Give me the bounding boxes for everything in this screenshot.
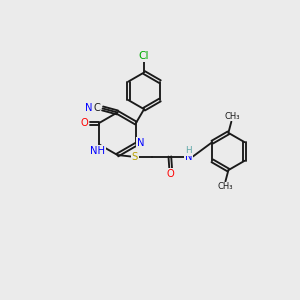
Text: CH₃: CH₃ — [224, 112, 240, 121]
Text: O: O — [81, 118, 89, 128]
Text: N: N — [85, 103, 92, 113]
Text: NH: NH — [90, 146, 105, 156]
Text: S: S — [132, 152, 138, 161]
Text: N: N — [185, 152, 193, 161]
Text: Cl: Cl — [139, 51, 149, 61]
Text: N: N — [137, 138, 144, 148]
Text: H: H — [185, 146, 192, 155]
Text: CH₃: CH₃ — [217, 182, 232, 191]
Text: O: O — [167, 169, 175, 179]
Text: C: C — [94, 103, 101, 113]
